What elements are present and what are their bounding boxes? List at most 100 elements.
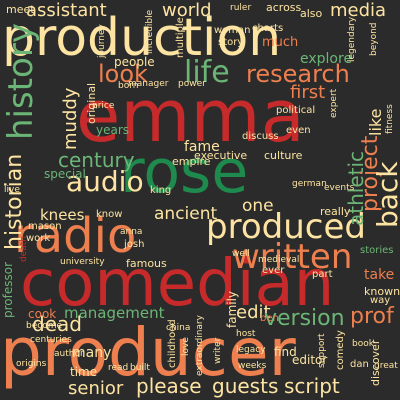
word-really: really <box>320 205 351 218</box>
word-years: years <box>96 123 130 137</box>
word-please: please <box>136 374 202 398</box>
word-events: events <box>324 183 355 193</box>
word-first: first <box>290 82 326 103</box>
word-way: way <box>370 295 391 306</box>
word-management: management <box>64 304 165 322</box>
word-medieval: medieval <box>258 255 300 265</box>
word-family: family <box>225 290 239 328</box>
word-childhood: childhood <box>167 319 178 368</box>
word-know: know <box>96 209 123 220</box>
word-stories: stories <box>360 245 394 256</box>
word-born: born <box>118 81 139 91</box>
word-discuss: discuss <box>242 131 279 142</box>
word-even: even <box>286 125 311 136</box>
word-producer: producer <box>0 314 296 391</box>
word-empire: empire <box>172 155 211 168</box>
word-love: love <box>181 337 191 356</box>
word-discover: discover <box>369 339 382 386</box>
word-edit: edit <box>236 302 271 323</box>
word-radio: radio <box>14 208 137 264</box>
word-well: well <box>232 249 250 259</box>
word-century: century <box>58 148 135 172</box>
word-centuries: centuries <box>30 335 72 345</box>
word-mason: mason <box>28 221 62 232</box>
word-ruler: ruler <box>230 3 252 13</box>
word-explore: explore <box>300 51 353 67</box>
word-king: king <box>150 185 172 196</box>
word-culture: culture <box>264 149 303 162</box>
word-built: built <box>130 363 150 373</box>
word-price: price <box>92 101 115 111</box>
word-ever: ever <box>262 265 285 276</box>
word-history: history <box>1 23 41 140</box>
word-known: known <box>364 285 400 298</box>
word-find: find <box>274 345 297 359</box>
word-death: death <box>19 236 29 262</box>
word-origins: origins <box>16 359 47 369</box>
word-support: support <box>317 333 327 368</box>
word-journey: journey <box>97 24 107 58</box>
word-back: back <box>371 161 400 228</box>
word-many: many <box>72 345 112 361</box>
word-comedian: comedian <box>20 247 335 321</box>
word-read: read <box>108 363 129 373</box>
word-dan: dan <box>350 359 369 370</box>
word-cook: cook <box>28 307 57 321</box>
word-audio: audio <box>66 165 144 198</box>
word-editor: editor <box>292 353 328 367</box>
word-version: version <box>264 306 345 331</box>
word-produced: produced <box>206 207 366 247</box>
word-beyond: beyond <box>369 22 379 57</box>
word-live: live <box>4 185 20 195</box>
word-power: power <box>178 79 206 89</box>
word-comedy: comedy <box>335 330 346 370</box>
word-production: production <box>2 8 282 68</box>
word-author: author <box>54 349 84 359</box>
word-work: work <box>26 233 51 244</box>
word-part: part <box>312 269 333 280</box>
word-across: across <box>266 1 302 14</box>
word-rose: rose <box>120 137 249 207</box>
word-original: original <box>85 82 98 124</box>
word-life: life <box>184 55 230 90</box>
word-special: special <box>44 167 86 181</box>
word-extraordinary: extraordinary <box>195 315 205 376</box>
word-executive: executive <box>194 149 248 162</box>
word-time: time <box>70 365 98 379</box>
word-legacy: legacy <box>236 345 266 355</box>
word-assistant: assistant <box>26 0 107 21</box>
word-media: media <box>330 0 387 21</box>
word-anna: anna <box>120 227 143 237</box>
word-expert: expert <box>329 88 339 118</box>
word-script: script <box>284 374 340 398</box>
word-much: much <box>262 35 299 50</box>
word-charts: charts <box>252 23 284 34</box>
word-one: one <box>242 196 274 216</box>
word-german: german <box>292 179 327 189</box>
word-incredible: incredible <box>145 9 155 54</box>
word-meet: meet <box>6 3 35 16</box>
word-emma: emma <box>76 74 305 158</box>
word-manager: manager <box>128 79 169 89</box>
word-like: like <box>366 108 385 136</box>
word-become: become <box>26 321 63 331</box>
word-professor: professor <box>1 261 15 318</box>
word-political: political <box>276 105 316 116</box>
word-famous: famous <box>126 257 167 270</box>
word-also: also <box>300 7 323 20</box>
word-prof: prof <box>350 304 394 329</box>
word-china: china <box>166 323 191 333</box>
word-book: book <box>352 339 374 349</box>
word-woman: woman <box>214 25 251 36</box>
word-world: world <box>162 0 212 21</box>
word-ben: ben <box>260 313 279 324</box>
word-host: host <box>236 329 256 339</box>
word-legendary: legendary <box>347 16 357 62</box>
word-research: research <box>246 60 350 88</box>
word-fitness: fitness <box>385 104 395 134</box>
word-writer: writer <box>213 337 223 364</box>
word-muddy: muddy <box>60 87 81 150</box>
word-look: look <box>98 60 148 88</box>
word-fame: fame <box>184 139 220 155</box>
